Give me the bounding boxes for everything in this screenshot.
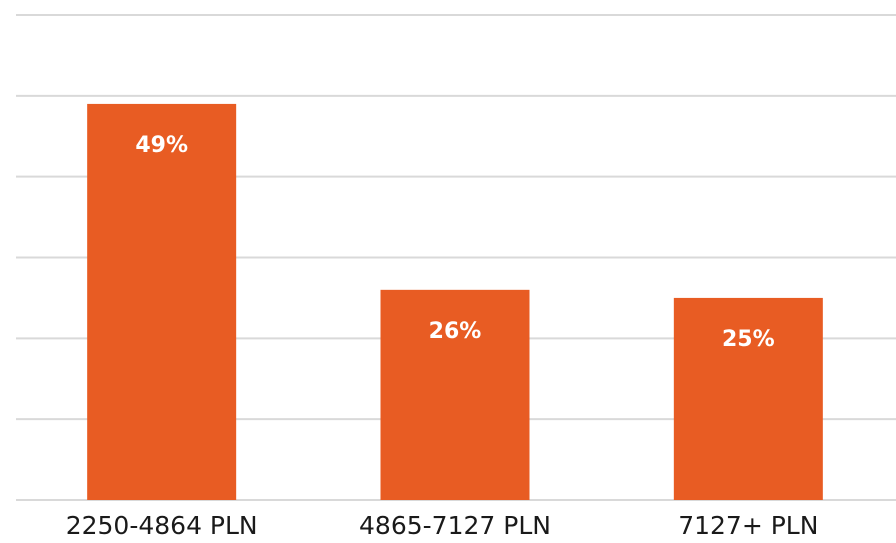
x-tick-label-3: 7127+ PLN [678, 511, 818, 540]
x-tick-label-2: 4865-7127 PLN [359, 511, 551, 540]
x-tick-label-1: 2250-4864 PLN [66, 511, 258, 540]
bar-3 [673, 297, 823, 500]
bar-2 [380, 289, 530, 500]
bars [87, 103, 823, 501]
bar-1 [87, 103, 237, 501]
data-label-2: 26% [429, 319, 482, 344]
data-label-1: 49% [135, 133, 188, 158]
data-label-3: 25% [722, 327, 775, 352]
x-tick-labels: 2250-4864 PLN 4865-7127 PLN 7127+ PLN [66, 511, 819, 540]
data-labels: 49% 26% 25% [135, 133, 774, 352]
